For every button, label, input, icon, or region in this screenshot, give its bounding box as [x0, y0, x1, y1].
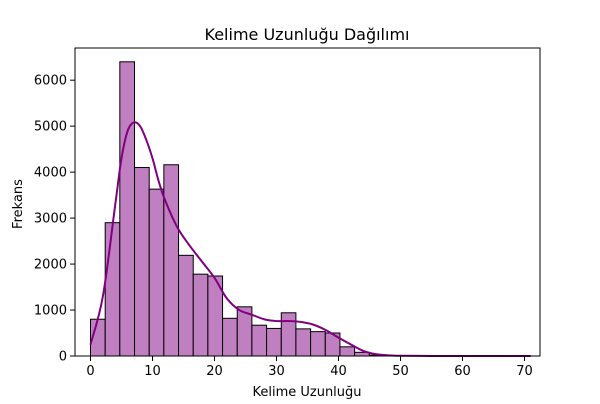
x-axis: 0 10 20 30 40 50 60 70: [86, 356, 532, 379]
histogram-bar: [223, 318, 238, 356]
histogram-bar: [105, 223, 120, 356]
y-tick-label: 1000: [34, 304, 67, 319]
y-tick-label: 6000: [34, 74, 67, 89]
x-tick-label: 20: [206, 364, 223, 379]
x-tick-label: 60: [454, 364, 471, 379]
histogram-bar: [311, 332, 326, 356]
x-tick-label: 70: [516, 364, 533, 379]
y-axis: 0 1000 2000 3000 4000 5000 6000: [34, 74, 75, 365]
histogram-bars: [91, 62, 531, 356]
x-tick-label: 10: [144, 364, 161, 379]
histogram-bar: [193, 274, 208, 356]
y-axis-label: Frekans: [11, 179, 26, 229]
histogram-bar: [164, 165, 179, 356]
y-tick-label: 5000: [34, 120, 67, 135]
x-tick-label: 0: [86, 364, 94, 379]
histogram-bar: [267, 328, 282, 356]
x-tick-label: 40: [330, 364, 347, 379]
histogram-bar: [296, 329, 311, 356]
y-tick-label: 4000: [34, 166, 67, 181]
histogram-bar: [340, 347, 355, 356]
histogram-bar: [149, 189, 164, 356]
chart-title: Kelime Uzunluğu Dağılımı: [205, 25, 410, 44]
histogram-bar: [120, 62, 135, 356]
x-tick-label: 50: [392, 364, 409, 379]
y-tick-label: 0: [59, 350, 67, 365]
histogram-bar: [281, 313, 296, 356]
y-tick-label: 2000: [34, 258, 67, 273]
histogram-bar: [252, 325, 267, 356]
y-tick-label: 3000: [34, 212, 67, 227]
histogram-bar: [179, 255, 194, 356]
histogram-bar: [135, 168, 150, 356]
x-tick-label: 30: [268, 364, 285, 379]
x-axis-label: Kelime Uzunluğu: [252, 385, 361, 400]
